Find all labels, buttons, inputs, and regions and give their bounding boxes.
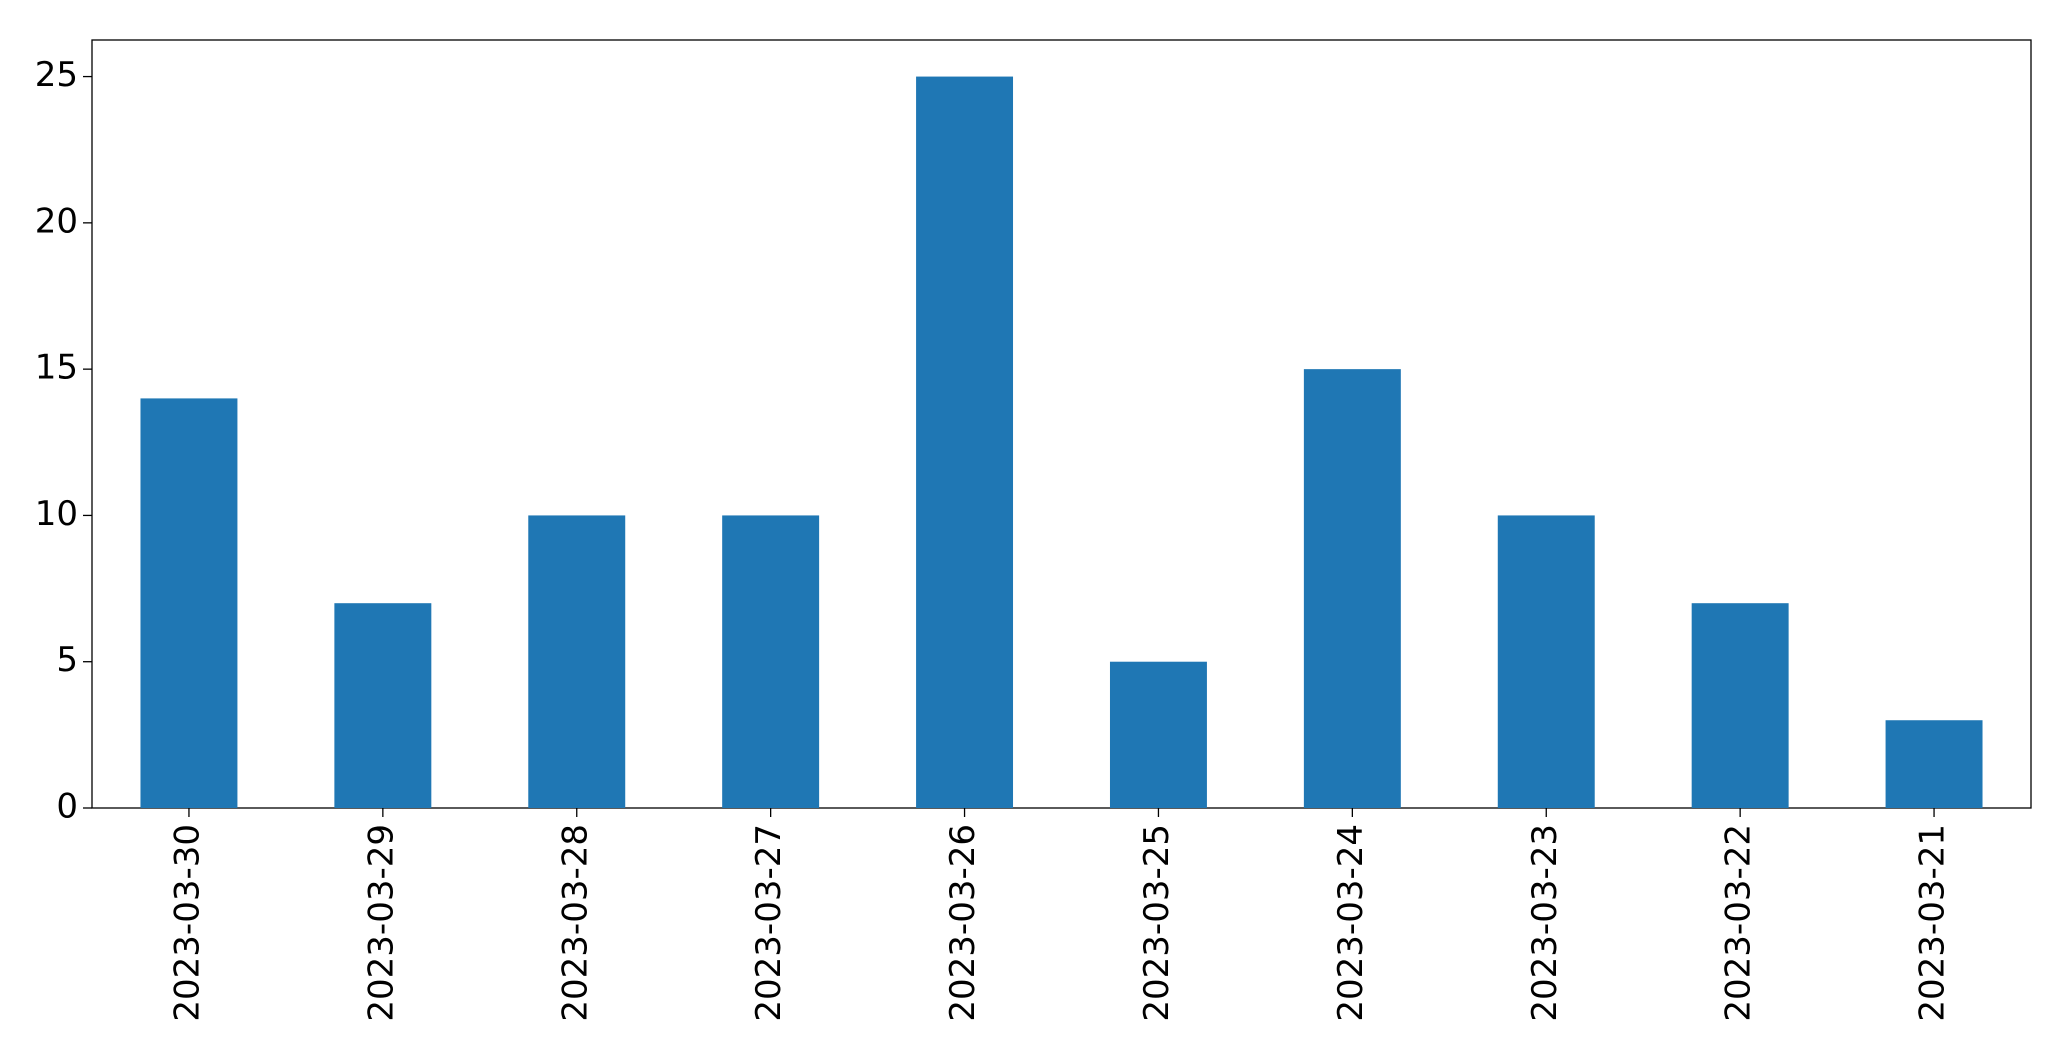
bar <box>140 398 238 808</box>
x-tick-label: 2023-03-26 <box>943 824 983 1022</box>
plot-frame <box>91 39 2032 809</box>
x-tick-label: 2023-03-22 <box>1719 824 1759 1022</box>
bar <box>1885 720 1983 808</box>
bar <box>1109 661 1207 808</box>
bar <box>1691 603 1789 808</box>
x-tick-label: 2023-03-29 <box>361 824 401 1022</box>
x-tick-label: 2023-03-24 <box>1331 824 1371 1022</box>
x-tick-label: 2023-03-23 <box>1525 824 1565 1022</box>
y-tick-label: 20 <box>35 201 78 241</box>
y-tick-label: 10 <box>35 494 78 534</box>
bar <box>528 515 626 808</box>
x-tick-label: 2023-03-28 <box>555 824 595 1022</box>
y-tick-label: 0 <box>56 787 78 827</box>
y-tick-label: 25 <box>35 55 78 95</box>
bar <box>916 76 1014 809</box>
bar <box>1497 515 1595 808</box>
x-tick-label: 2023-03-25 <box>1137 824 1177 1022</box>
y-tick-label: 5 <box>56 640 78 680</box>
bar <box>334 603 432 808</box>
x-tick-label: 2023-03-21 <box>1913 824 1953 1022</box>
bar <box>1303 369 1401 808</box>
x-tick-label: 2023-03-27 <box>749 824 789 1022</box>
x-tick-label: 2023-03-30 <box>167 824 207 1022</box>
bar <box>722 515 820 808</box>
y-tick-label: 15 <box>35 348 78 388</box>
